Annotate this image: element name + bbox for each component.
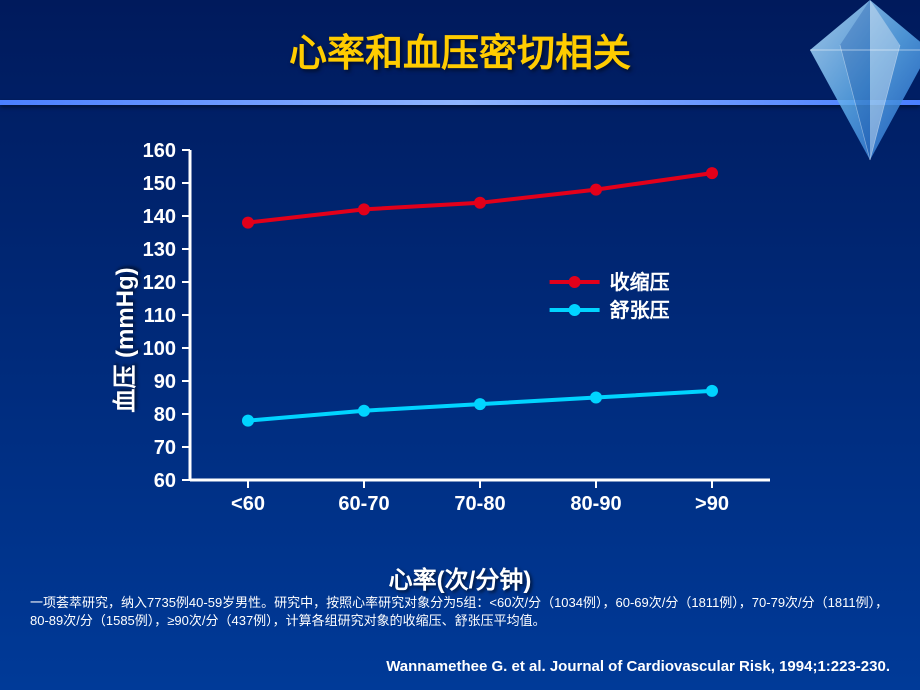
- svg-text:110: 110: [144, 305, 176, 327]
- svg-text:收缩压: 收缩压: [610, 270, 670, 294]
- y-axis-label: 血压 (mmHg): [105, 267, 140, 412]
- svg-text:100: 100: [143, 338, 176, 360]
- svg-text:80: 80: [154, 404, 176, 426]
- svg-text:60-70: 60-70: [338, 493, 389, 515]
- svg-text:60: 60: [154, 470, 176, 492]
- line-chart: 60 70 80 90 100 110 120 130 140 150 160 <60 60-70 70-…: [120, 140, 800, 540]
- svg-text:<60: <60: [231, 493, 265, 515]
- svg-text:70-80: 70-80: [454, 493, 505, 515]
- x-axis-label: 心率(次/分钟): [389, 560, 532, 595]
- slide-title: 心率和血压密切相关: [0, 0, 920, 77]
- svg-text:160: 160: [143, 140, 176, 162]
- svg-text:120: 120: [143, 272, 176, 294]
- chart-container: 血压 (mmHg) 心率(次/分钟) 607080901001101201301…: [120, 140, 800, 540]
- title-separator: [0, 100, 920, 105]
- svg-text:舒张压: 舒张压: [610, 298, 670, 322]
- citation-text: Wannamethee G. et al. Journal of Cardiov…: [386, 658, 890, 675]
- footnote-text: 一项荟萃研究，纳入7735例40-59岁男性。研究中，按照心率研究对象分为5组：…: [30, 594, 890, 630]
- svg-text:150: 150: [143, 173, 176, 195]
- svg-text:140: 140: [143, 206, 176, 228]
- svg-text:130: 130: [143, 239, 176, 261]
- svg-text:70: 70: [154, 437, 176, 459]
- svg-text:80-90: 80-90: [570, 493, 621, 515]
- svg-text:>90: >90: [695, 493, 729, 515]
- svg-text:90: 90: [154, 371, 176, 393]
